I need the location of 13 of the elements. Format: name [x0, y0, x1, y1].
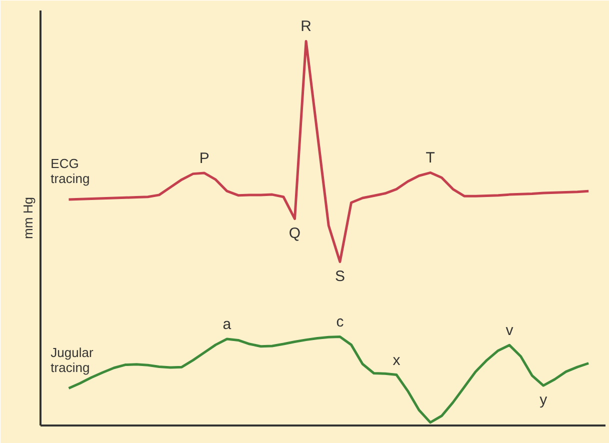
y-axis-title: mm Hg	[20, 197, 36, 239]
annotation: x	[392, 352, 401, 369]
annotation: P	[199, 150, 210, 168]
annotation: a	[222, 316, 232, 334]
series-label: Jugular tracing	[50, 344, 94, 375]
annotation: c	[336, 314, 344, 331]
annotation: v	[506, 322, 514, 340]
annotation: S	[334, 268, 345, 285]
series-label: ECG tracing	[50, 156, 90, 186]
annotation: T	[426, 150, 435, 167]
annotation: Q	[288, 224, 301, 242]
annotation: R	[300, 18, 312, 36]
annotation: y	[540, 392, 548, 409]
